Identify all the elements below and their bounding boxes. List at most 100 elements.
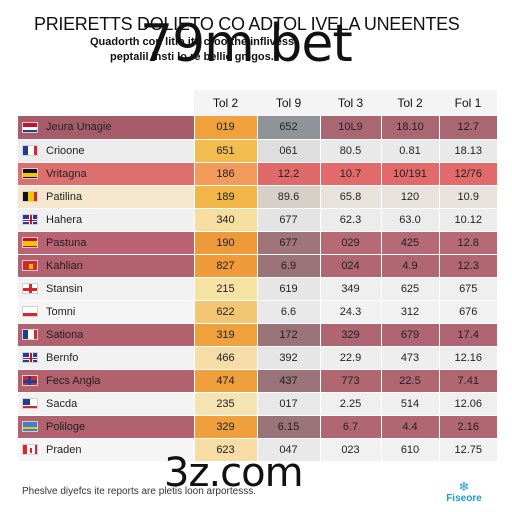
value-cell: 312 [380, 300, 439, 324]
table-row[interactable]: Bernfo 466 392 22.9 473 12.16 [18, 346, 497, 370]
value-cell: 12.2 [256, 162, 320, 186]
value-cell: 474 [193, 369, 257, 393]
value-cell: 329 [193, 415, 257, 439]
column-header[interactable]: Tol 9 [257, 90, 320, 116]
value-cell: 061 [256, 139, 320, 163]
table-row[interactable]: Patilina 189 89.6 65.8 120 10.9 [18, 185, 497, 209]
table-row[interactable]: Vritagna 186 12.2 10.7 10/191 12/76 [18, 162, 497, 186]
value-cell: 622 [193, 300, 257, 324]
value-cell: 340 [193, 208, 257, 232]
value-cell: 12/76 [438, 162, 497, 186]
country-cell: Kahlian [18, 254, 194, 278]
country-cell: Sacda [18, 392, 194, 416]
value-cell: 2.25 [319, 392, 381, 416]
value-cell: 4.9 [380, 254, 439, 278]
column-header[interactable]: Fol 1 [439, 90, 497, 116]
value-cell: 0.81 [380, 139, 439, 163]
table-row[interactable]: Crioone 651 061 80.5 0.81 18.13 [18, 139, 497, 163]
value-cell: 63.0 [380, 208, 439, 232]
value-cell: 610 [380, 438, 439, 462]
table-row[interactable]: Tomni 622 6.6 24.3 312 676 [18, 300, 497, 324]
table-row[interactable]: Stansin 215 619 349 625 675 [18, 277, 497, 301]
table-row[interactable]: Sationa 319 172 329 679 17.4 [18, 323, 497, 347]
value-cell: 12.8 [438, 231, 497, 255]
country-cell: Crioone [18, 139, 194, 163]
flag-red-white-blue-icon [22, 121, 38, 133]
flag-blue-yellow-icon [22, 421, 38, 433]
value-cell: 189 [193, 185, 257, 209]
value-cell: 12.7 [438, 116, 497, 140]
value-cell: 425 [380, 231, 439, 255]
value-cell: 2.16 [438, 415, 497, 439]
country-cell: Sationa [18, 323, 194, 347]
value-cell: 65.8 [319, 185, 381, 209]
country-cell: Jeura Unagie [18, 116, 194, 140]
value-cell: 22.9 [319, 346, 381, 370]
country-cell: Pastuna [18, 231, 194, 255]
value-cell: 023 [319, 438, 381, 462]
value-cell: 349 [319, 277, 381, 301]
value-cell: 675 [438, 277, 497, 301]
value-cell: 677 [256, 231, 320, 255]
value-cell: 019 [193, 116, 257, 140]
column-header[interactable]: Tol 2 [381, 90, 439, 116]
country-name: Bernfo [46, 351, 79, 364]
country-cell: Hahera [18, 208, 194, 232]
value-cell: 12.16 [438, 346, 497, 370]
value-cell: 215 [193, 277, 257, 301]
table-row[interactable]: Fecs Angla 474 437 773 22.5 7.41 [18, 369, 497, 393]
flag-union-jack-icon [22, 214, 38, 226]
value-cell: 17.4 [438, 323, 497, 347]
value-cell: 514 [380, 392, 439, 416]
value-cell: 827 [193, 254, 257, 278]
country-cell: Tomni [18, 300, 194, 324]
value-cell: 12.06 [438, 392, 497, 416]
flag-union-jack-icon [22, 352, 38, 364]
value-cell: 392 [256, 346, 320, 370]
column-header[interactable]: Tol 3 [320, 90, 381, 116]
column-header[interactable]: Tol 2 [194, 90, 257, 116]
country-name: Fecs Angla [46, 374, 101, 387]
value-cell: 89.6 [256, 185, 320, 209]
country-name: Stansin [46, 282, 83, 295]
value-cell: 10.9 [438, 185, 497, 209]
country-name: Patilina [46, 190, 83, 203]
value-cell: 10.7 [319, 162, 381, 186]
country-cell: Patilina [18, 185, 194, 209]
snowflake-icon: ❄ [458, 479, 470, 494]
value-cell: 773 [319, 369, 381, 393]
country-name: Sationa [46, 328, 84, 341]
country-name: Poliloge [46, 420, 86, 433]
value-cell: 437 [256, 369, 320, 393]
value-cell: 10/191 [380, 162, 439, 186]
value-cell: 18.10 [380, 116, 439, 140]
value-cell: 623 [193, 438, 257, 462]
table-row[interactable]: Praden 623 047 023 610 12.75 [18, 438, 497, 462]
table-row[interactable]: Poliloge 329 6.15 6.7 4.4 2.16 [18, 415, 497, 439]
value-cell: 190 [193, 231, 257, 255]
table-row[interactable]: Hahera 340 677 62.3 63.0 10.12 [18, 208, 497, 232]
brand-logo-text: Fiseore [446, 493, 482, 504]
value-cell: 6.7 [319, 415, 381, 439]
flag-white-red-leaf-icon [22, 444, 38, 456]
table-row[interactable]: Kahlian 827 6.9 024 4.9 12.3 [18, 254, 497, 278]
value-cell: 466 [193, 346, 257, 370]
table-row[interactable]: Pastuna 190 677 029 425 12.8 [18, 231, 497, 255]
value-cell: 473 [380, 346, 439, 370]
table-row[interactable]: Sacda 235 017 2.25 514 12.06 [18, 392, 497, 416]
flag-red-yellow-icon [22, 237, 38, 249]
subtitle-line-2: peptalil insti lo re bellie gnigos. [110, 51, 274, 63]
subtitle-line-1: Quadorth con litio ite croo the inflives… [90, 36, 298, 48]
value-cell: 017 [256, 392, 320, 416]
value-cell: 679 [380, 323, 439, 347]
brand-logo[interactable]: ❄ Fiseore [436, 480, 492, 504]
value-cell: 12.75 [438, 438, 497, 462]
value-cell: 235 [193, 392, 257, 416]
value-cell: 10.12 [438, 208, 497, 232]
country-name: Tomni [46, 305, 76, 318]
value-cell: 651 [193, 139, 257, 163]
value-cell: 625 [380, 277, 439, 301]
flag-blue-white-red-icon [22, 145, 38, 157]
country-cell: Fecs Angla [18, 369, 194, 393]
table-row[interactable]: Jeura Unagie 019 652 10L9 18.10 12.7 [18, 116, 497, 140]
